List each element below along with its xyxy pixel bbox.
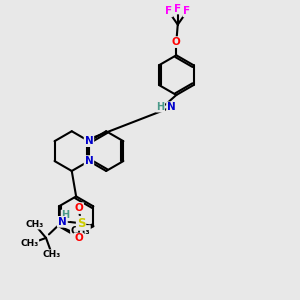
Text: N: N [85,136,93,146]
Text: O: O [74,203,83,213]
Text: CH₃: CH₃ [43,250,61,259]
Text: CH₃: CH₃ [20,239,39,248]
Text: N: N [58,217,67,227]
Text: O: O [172,37,181,47]
Text: F: F [174,4,181,14]
Text: N: N [167,102,176,112]
Text: F: F [183,6,190,16]
Text: O: O [74,233,83,244]
Text: CH₃: CH₃ [26,220,44,229]
Text: F: F [165,6,172,16]
Text: CH₃: CH₃ [70,226,90,236]
Text: H: H [61,210,70,220]
Text: N: N [85,156,93,166]
Text: S: S [77,217,85,230]
Text: H: H [156,102,164,112]
